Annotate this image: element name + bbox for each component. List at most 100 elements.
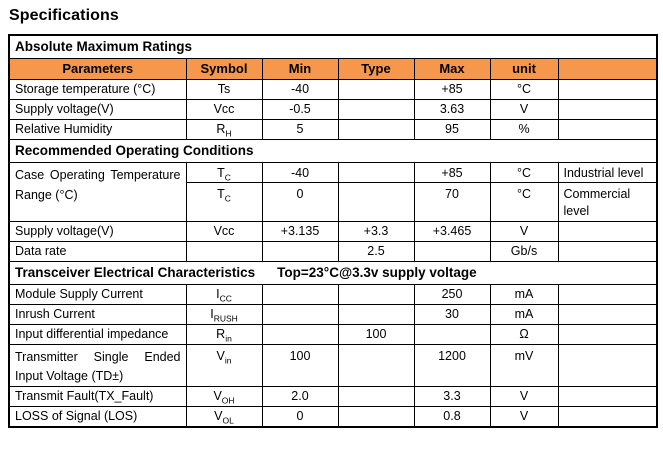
cell-type <box>337 182 415 223</box>
section-row-transceiver-electrical-characteristics: Transceiver Electrical Characteristics To… <box>8 261 658 286</box>
cell-symbol <box>185 241 263 263</box>
section-title-absolute-maximum-ratings: Absolute Maximum Ratings <box>8 34 658 60</box>
cell-max: 0.8 <box>413 405 491 428</box>
specifications-table: Absolute Maximum Ratings Parameters Symb… <box>8 34 659 428</box>
symbol-text: VOH <box>213 388 235 406</box>
cell-min <box>261 324 339 346</box>
table-row: TC 0 70 °C Commercial level <box>9 182 658 223</box>
table-row: Storage temperature (°C) Ts -40 +85 °C <box>8 79 658 101</box>
cell-min: +3.135 <box>261 221 339 243</box>
cell-symbol: Vcc <box>185 99 263 121</box>
document-page: Specifications Absolute Maximum Ratings … <box>8 7 659 428</box>
cell-symbol: TC <box>185 182 263 223</box>
symbol-text: Vcc <box>213 224 235 239</box>
cell-parameter: Supply voltage(V) <box>8 99 187 121</box>
section-title-transceiver: Transceiver Electrical Characteristics <box>15 265 256 281</box>
cell-type <box>337 385 415 407</box>
cell-parameter: LOSS of Signal (LOS) <box>8 405 187 428</box>
cell-parameter: Relative Humidity <box>8 119 187 141</box>
symbol-text: RH <box>216 122 232 139</box>
cell-unit: Gb/s <box>489 241 559 263</box>
cell-max: 3.3 <box>413 385 491 407</box>
cell-min: 100 <box>261 344 339 387</box>
cell-parameter: Storage temperature (°C) <box>8 79 187 101</box>
cell-type <box>337 119 415 141</box>
cell-symbol: Rin <box>185 324 263 346</box>
page-title: Specifications <box>9 7 119 24</box>
cell-note <box>557 344 658 387</box>
cell-symbol: IRUSH <box>185 304 263 326</box>
cell-unit: V <box>489 405 559 428</box>
table-row: Transmitter Single Ended Input Voltage (… <box>8 344 658 387</box>
symbol-text: Vcc <box>213 102 235 117</box>
cell-max: +3.465 <box>413 221 491 243</box>
cell-note: Commercial level <box>557 182 658 223</box>
table-row: Supply voltage(V) Vcc -0.5 3.63 V <box>8 99 658 121</box>
table-row: Inrush Current IRUSH 30 mA <box>8 304 658 326</box>
table-row: LOSS of Signal (LOS) VOL 0 0.8 V <box>8 405 658 428</box>
cell-note <box>557 385 658 407</box>
cell-parameter: Data rate <box>8 241 187 263</box>
cell-min: 0 <box>261 405 339 428</box>
column-header-type: Type <box>337 58 415 81</box>
cell-note <box>557 221 658 243</box>
cell-symbol: VOH <box>185 385 263 407</box>
cell-type: +3.3 <box>337 221 415 243</box>
cell-min <box>261 304 339 326</box>
cell-max <box>413 324 491 346</box>
section-row-absolute-maximum-ratings: Absolute Maximum Ratings <box>8 34 658 60</box>
cell-unit: Ω <box>489 324 559 346</box>
cell-note <box>557 99 658 121</box>
cell-parameter: Case Operating Temperature Range (°C) <box>8 162 187 223</box>
cell-max <box>413 241 491 263</box>
table-row: Transmit Fault(TX_Fault) VOH 2.0 3.3 V <box>8 385 658 407</box>
table-row: Module Supply Current ICC 250 mA <box>8 284 658 306</box>
cell-unit: °C <box>489 162 559 184</box>
cell-note <box>557 405 658 428</box>
cell-max: +85 <box>413 162 491 184</box>
column-header-row: Parameters Symbol Min Type Max unit <box>8 58 658 81</box>
cell-parameter: Input differential impedance <box>8 324 187 346</box>
section-row-recommended-operating-conditions: Recommended Operating Conditions <box>8 139 658 164</box>
cell-symbol: Ts <box>185 79 263 101</box>
cell-type: 100 <box>337 324 415 346</box>
cell-max: 250 <box>413 284 491 306</box>
cell-type <box>337 99 415 121</box>
cell-min <box>261 241 339 263</box>
cell-min: -40 <box>261 162 339 184</box>
cell-max: 70 <box>413 182 491 223</box>
column-header-note <box>557 58 658 81</box>
cell-unit: % <box>489 119 559 141</box>
symbol-text: Rin <box>216 327 232 344</box>
cell-symbol: TC <box>185 162 263 184</box>
cell-min: -40 <box>261 79 339 101</box>
cell-symbol: RH <box>185 119 263 141</box>
cell-unit: °C <box>489 79 559 101</box>
section-title-recommended-operating-conditions: Recommended Operating Conditions <box>8 139 658 164</box>
cell-max: 30 <box>413 304 491 326</box>
cell-note <box>557 119 658 141</box>
cell-unit: °C <box>489 182 559 223</box>
cell-unit: mA <box>489 284 559 306</box>
cell-min <box>261 284 339 306</box>
cell-note <box>557 241 658 263</box>
table-row: Case Operating Temperature Range (°C) TC… <box>8 162 658 223</box>
column-header-symbol: Symbol <box>185 58 263 81</box>
symbol-text: Vin <box>216 349 232 366</box>
cell-unit: mV <box>489 344 559 387</box>
cell-note <box>557 284 658 306</box>
symbol-text: ICC <box>216 287 232 304</box>
cell-note <box>557 79 658 101</box>
cell-min: 5 <box>261 119 339 141</box>
table-row: Supply voltage(V) Vcc +3.135 +3.3 +3.465… <box>8 221 658 243</box>
cell-unit: V <box>489 99 559 121</box>
symbol-text: Ts <box>217 82 231 97</box>
cell-parameter: Transmit Fault(TX_Fault) <box>8 385 187 407</box>
table-row: Input differential impedance Rin 100 Ω <box>8 324 658 346</box>
cell-symbol: VOL <box>185 405 263 428</box>
column-header-unit: unit <box>489 58 559 81</box>
cell-type <box>337 284 415 306</box>
column-header-parameters: Parameters <box>8 58 187 81</box>
cell-type <box>337 405 415 428</box>
cell-min: 0 <box>261 182 339 223</box>
